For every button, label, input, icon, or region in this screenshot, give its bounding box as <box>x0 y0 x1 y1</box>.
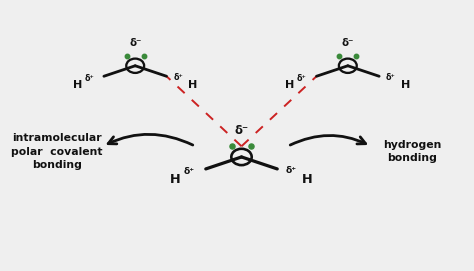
Text: intramolecular
polar  covalent
bonding: intramolecular polar covalent bonding <box>11 133 102 170</box>
Text: δ⁻: δ⁻ <box>342 38 354 48</box>
Text: H: H <box>170 173 181 186</box>
Text: δ⁺: δ⁺ <box>84 74 94 83</box>
Text: δ⁻: δ⁻ <box>235 124 248 137</box>
Text: δ⁺: δ⁺ <box>285 166 296 175</box>
Text: δ⁺: δ⁺ <box>297 74 307 83</box>
Text: δ⁺: δ⁺ <box>173 73 183 82</box>
Text: δ⁺: δ⁺ <box>386 73 396 82</box>
Text: δ⁻: δ⁻ <box>129 38 141 48</box>
Text: hydrogen
bonding: hydrogen bonding <box>383 140 442 163</box>
Text: H: H <box>285 80 295 90</box>
Text: H: H <box>401 80 410 90</box>
Text: H: H <box>73 80 82 90</box>
Text: H: H <box>302 173 313 186</box>
Text: δ⁺: δ⁺ <box>183 167 195 176</box>
Text: H: H <box>188 80 198 90</box>
